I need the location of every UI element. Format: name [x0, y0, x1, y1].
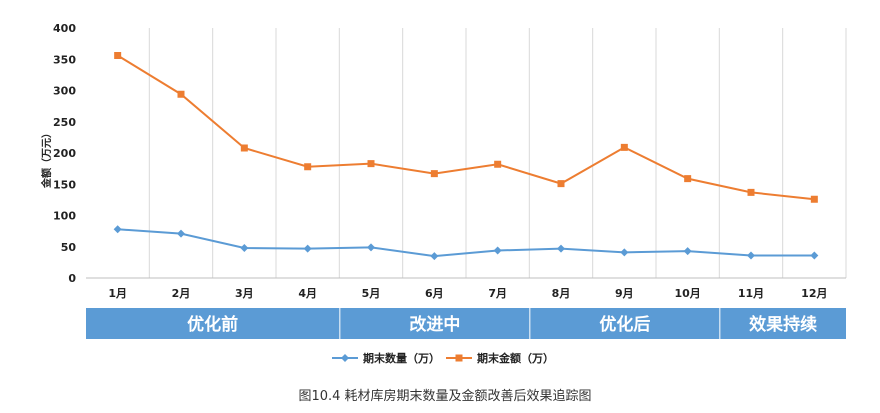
phase-segment — [86, 308, 340, 339]
data-point — [240, 244, 249, 252]
data-point — [430, 252, 439, 261]
x-tick-label: 4月 — [298, 287, 317, 300]
y-axis-label: 金额（万元） — [40, 128, 53, 189]
x-tick-label: 8月 — [552, 287, 571, 300]
y-tick-label: 100 — [53, 210, 76, 223]
phase-label: 效果持续 — [749, 314, 817, 335]
data-point — [114, 52, 122, 59]
x-tick-label: 2月 — [172, 287, 191, 300]
legend-marker — [455, 354, 463, 362]
data-point — [367, 243, 375, 252]
data-point — [810, 195, 818, 203]
x-tick-label: 6月 — [425, 287, 444, 300]
y-tick-label: 150 — [53, 178, 76, 191]
legend-label: 期末金额（万） — [477, 351, 554, 365]
data-point — [620, 248, 629, 257]
axes: 0 50 100 150 200 250 300 350 400 1月 2月 3月 4月 5月 6月 7月 8月… — [53, 22, 846, 300]
phase-label: 优化前 — [187, 314, 238, 335]
phase-bar: 优化前 改进中 优化后 效果持续 — [86, 308, 846, 339]
x-tick-label: 11月 — [738, 287, 764, 300]
data-point — [367, 160, 375, 168]
phase-segment — [530, 308, 720, 339]
phase-segment — [720, 308, 846, 339]
data-point — [177, 90, 185, 98]
x-tick-label: 1月 — [108, 287, 127, 300]
y-tick-label: 300 — [53, 85, 76, 98]
data-point — [747, 251, 755, 260]
legend: 期末数量（万） 期末金额（万） — [332, 351, 554, 365]
x-tick-label: 9月 — [615, 287, 634, 300]
data-point — [113, 225, 122, 234]
y-tick-label: 250 — [53, 116, 76, 129]
data-point — [494, 160, 502, 168]
x-tick-label: 5月 — [362, 287, 381, 300]
y-tick-label: 400 — [53, 22, 76, 35]
series-2 — [114, 52, 818, 203]
data-point — [557, 244, 565, 253]
x-tick-label: 12月 — [801, 287, 827, 300]
data-point — [303, 244, 312, 253]
x-tick-label: 10月 — [675, 287, 701, 300]
phase-label: 优化后 — [599, 314, 650, 335]
data-point — [240, 144, 248, 152]
data-point — [683, 247, 692, 256]
data-point — [177, 229, 185, 238]
data-point — [304, 163, 312, 171]
legend-label: 期末数量（万） — [363, 351, 440, 365]
data-point — [810, 251, 819, 260]
x-tick-label: 3月 — [235, 287, 254, 300]
grid — [148, 28, 847, 278]
series-line — [117, 54, 815, 201]
phase-label: 改进中 — [409, 314, 460, 335]
data-point — [430, 170, 438, 178]
data-point — [620, 143, 628, 151]
data-point — [493, 246, 502, 255]
y-tick-label: 50 — [61, 241, 77, 254]
phase-segment — [340, 308, 530, 339]
data-point — [557, 180, 565, 188]
series-1 — [113, 225, 819, 261]
data-point — [747, 188, 755, 196]
data-point — [684, 175, 692, 183]
series-line — [117, 228, 815, 258]
figure-caption: 图10.4 耗材库房期末数量及金额改善后效果追踪图 — [298, 388, 591, 404]
legend-marker — [341, 354, 349, 362]
x-tick-label: 7月 — [488, 287, 507, 300]
y-tick-label: 0 — [68, 272, 76, 285]
y-tick-label: 350 — [53, 53, 76, 66]
series-layer — [113, 52, 819, 261]
y-tick-label: 200 — [53, 147, 76, 160]
